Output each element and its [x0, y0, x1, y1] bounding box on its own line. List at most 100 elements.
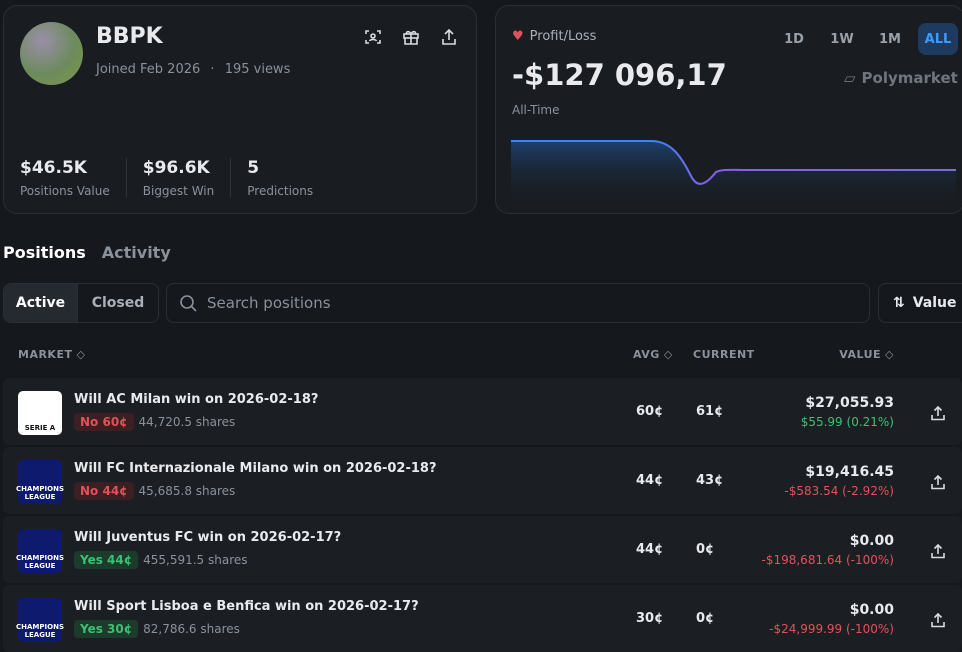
filter-button[interactable]: Active: [4, 284, 78, 322]
range-button[interactable]: 1W: [830, 31, 854, 47]
stats: $46.5K Positions Value $96.6K Biggest Win 5 P…: [20, 158, 329, 198]
share-icon[interactable]: [442, 28, 456, 45]
sort-icon: ◇: [76, 348, 86, 361]
position-detail: No 60¢ 44,720.5 shares: [74, 413, 235, 431]
sort-icon: ◇: [663, 348, 673, 361]
brand-name: Polymarket: [861, 69, 958, 87]
shares: 45,685.8 shares: [138, 484, 236, 498]
column-header: CURRENT: [693, 348, 755, 361]
column-header[interactable]: VALUE ◇: [839, 348, 894, 361]
pnl-change: -$583.54 (-2.92%): [784, 484, 894, 498]
share-button[interactable]: [930, 474, 946, 490]
search-icon: [180, 295, 197, 312]
header-text: AVG: [633, 348, 660, 361]
position-value: $0.00: [849, 533, 894, 549]
pnl-change: -$198,681.64 (-100%): [761, 553, 895, 567]
separator: ·: [210, 62, 215, 77]
brand: ▱ Polymarket: [844, 69, 958, 87]
joined: Joined Feb 2026: [96, 62, 201, 77]
avg-price: 30¢: [636, 611, 664, 626]
search-box[interactable]: Search positions: [166, 283, 870, 323]
sort-button[interactable]: ⇅ Value: [878, 283, 962, 323]
tabs: Positions Activity: [3, 243, 187, 262]
profile-card: BBPK Joined Feb 2026 · 195 views $46.5K P…: [3, 5, 477, 214]
position-detail: No 44¢ 45,685.8 shares: [74, 482, 235, 500]
shares: 455,591.5 shares: [143, 553, 248, 567]
stat-value: $96.6K: [142, 158, 210, 178]
range-button[interactable]: 1M: [879, 31, 901, 47]
pnl-amount: -$127 096,17: [512, 58, 727, 92]
avg-price: 60¢: [636, 404, 664, 419]
position-row[interactable]: CHAMPIONS LEAGUE Will Juventus FC win on …: [3, 516, 962, 583]
market-logo: CHAMPIONS LEAGUE: [16, 598, 64, 642]
avatar: [20, 22, 83, 85]
search-placeholder: Search positions: [207, 294, 331, 312]
current-price: 61¢: [696, 404, 724, 419]
profile-meta: Joined Feb 2026 · 195 views: [96, 62, 290, 77]
stat-label: Biggest Win: [142, 184, 215, 198]
pnl-change: $55.99 (0.21%): [800, 415, 894, 429]
pnl-period: All-Time: [512, 103, 560, 117]
outcome-pill: No 60¢: [74, 413, 134, 431]
scan-icon[interactable]: [365, 30, 381, 44]
sort-icon: ◇: [885, 348, 894, 361]
position-detail: Yes 44¢ 455,591.5 shares: [74, 551, 248, 569]
stat: $46.5K Positions Value: [20, 158, 127, 198]
current-price: 0¢: [696, 611, 715, 626]
market-title: Will Juventus FC win on 2026-02-17?: [74, 530, 342, 545]
position-value: $19,416.45: [805, 464, 894, 480]
shares: 82,786.6 shares: [143, 622, 240, 636]
share-button[interactable]: [930, 405, 946, 421]
current-price: 43¢: [696, 473, 724, 488]
outcome-pill: Yes 44¢: [74, 551, 139, 569]
heart-icon: ♥: [512, 29, 524, 44]
position-row[interactable]: SERIE A Will AC Milan win on 2026-02-18? N…: [3, 378, 962, 445]
range-button[interactable]: 1D: [784, 31, 804, 47]
shares: 44,720.5 shares: [138, 415, 236, 429]
stat-value: $46.5K: [20, 158, 87, 178]
tab[interactable]: Positions: [3, 243, 86, 262]
range-buttons: 1D 1W 1M ALL: [766, 23, 958, 55]
sort-label: Value: [912, 295, 957, 311]
market-title: Will AC Milan win on 2026-02-18?: [74, 392, 319, 407]
stat-label: Positions Value: [20, 184, 110, 198]
avg-price: 44¢: [636, 542, 664, 557]
pnl-label: Profit/Loss: [529, 29, 597, 44]
range-button[interactable]: ALL: [918, 23, 958, 55]
column-header[interactable]: MARKET ◇: [18, 348, 85, 361]
stat-value: 5: [247, 158, 260, 178]
market-logo: CHAMPIONS LEAGUE: [16, 460, 64, 504]
position-row[interactable]: CHAMPIONS LEAGUE Will Sport Lisboa e Benf…: [3, 585, 962, 652]
position-value: $0.00: [849, 602, 894, 618]
outcome-pill: No 44¢: [74, 482, 134, 500]
position-value: $27,055.93: [805, 395, 894, 411]
pnl-label-wrap: ♥ Profit/Loss: [512, 29, 596, 44]
share-button[interactable]: [930, 612, 946, 628]
stat: $96.6K Biggest Win: [127, 158, 232, 198]
header-text: VALUE: [839, 348, 882, 361]
position-row[interactable]: CHAMPIONS LEAGUE Will FC Internazionale M…: [3, 447, 962, 514]
gift-icon[interactable]: [403, 30, 419, 45]
header-text: CURRENT: [693, 348, 755, 361]
pnl-change: -$24,999.99 (-100%): [769, 622, 894, 636]
username: BBPK: [96, 24, 163, 49]
stat-label: Predictions: [247, 184, 314, 198]
column-header[interactable]: AVG ◇: [633, 348, 673, 361]
market-title: Will FC Internazionale Milano win on 202…: [74, 461, 437, 476]
stat: 5 Predictions: [231, 158, 329, 198]
market-title: Will Sport Lisboa e Benfica win on 2026-…: [74, 599, 419, 614]
profile-actions: [365, 28, 456, 45]
tab[interactable]: Activity: [101, 243, 171, 262]
header-text: MARKET: [18, 348, 73, 361]
current-price: 0¢: [696, 542, 715, 557]
avg-price: 44¢: [636, 473, 664, 488]
filter-toggle: Active Closed: [3, 283, 159, 323]
position-detail: Yes 30¢ 82,786.6 shares: [74, 620, 240, 638]
views: 195 views: [224, 62, 291, 77]
filter-button[interactable]: Closed: [91, 295, 145, 311]
share-button[interactable]: [930, 543, 946, 559]
outcome-pill: Yes 30¢: [74, 620, 139, 638]
market-logo: SERIE A: [18, 391, 62, 435]
pnl-card: ♥ Profit/Loss 1D 1W 1M ALL -$127 096,17 ▱ Pol…: [495, 5, 962, 214]
